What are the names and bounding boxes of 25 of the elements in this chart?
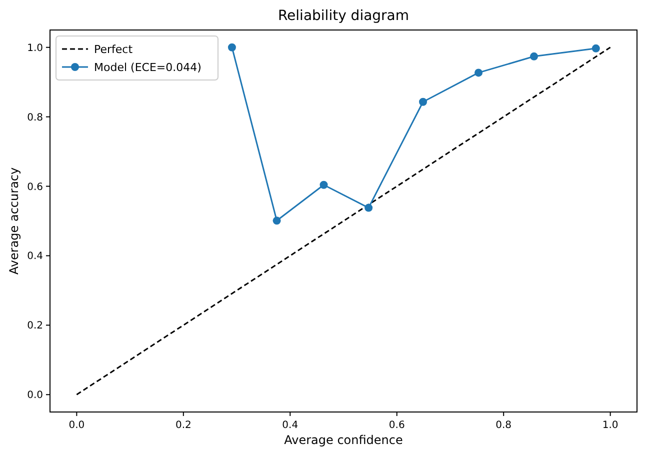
x-tick-label: 0.6 xyxy=(388,420,405,431)
point xyxy=(474,68,483,77)
x-tick-label: 0.2 xyxy=(175,420,192,431)
y-tick-label: 1.0 xyxy=(27,42,43,54)
point xyxy=(364,204,373,212)
point xyxy=(320,180,328,189)
y-tick-label: 0.4 xyxy=(27,251,43,262)
point xyxy=(530,52,538,60)
point xyxy=(419,98,428,106)
chart-title: Reliability diagram xyxy=(278,8,410,24)
x-axis-title: Average confidence xyxy=(284,433,403,447)
legend-label: Model (ECE=0.044) xyxy=(94,60,202,74)
x-tick-label: 1.0 xyxy=(602,420,618,431)
legend-label: Perfect xyxy=(94,42,134,56)
point xyxy=(272,216,281,225)
y-tick-label: 0.2 xyxy=(27,320,43,332)
x-tick-label: 0.8 xyxy=(496,420,512,431)
point xyxy=(592,44,600,52)
x-tick-label: 0.0 xyxy=(68,420,85,431)
point xyxy=(228,43,236,52)
y-axis-title: Average accuracy xyxy=(7,167,21,275)
y-tick-label: 0.6 xyxy=(27,182,43,193)
y-tick-label: 0.0 xyxy=(27,390,43,402)
y-tick-label: 0.8 xyxy=(27,112,43,124)
x-tick-label: 0.4 xyxy=(282,420,298,431)
